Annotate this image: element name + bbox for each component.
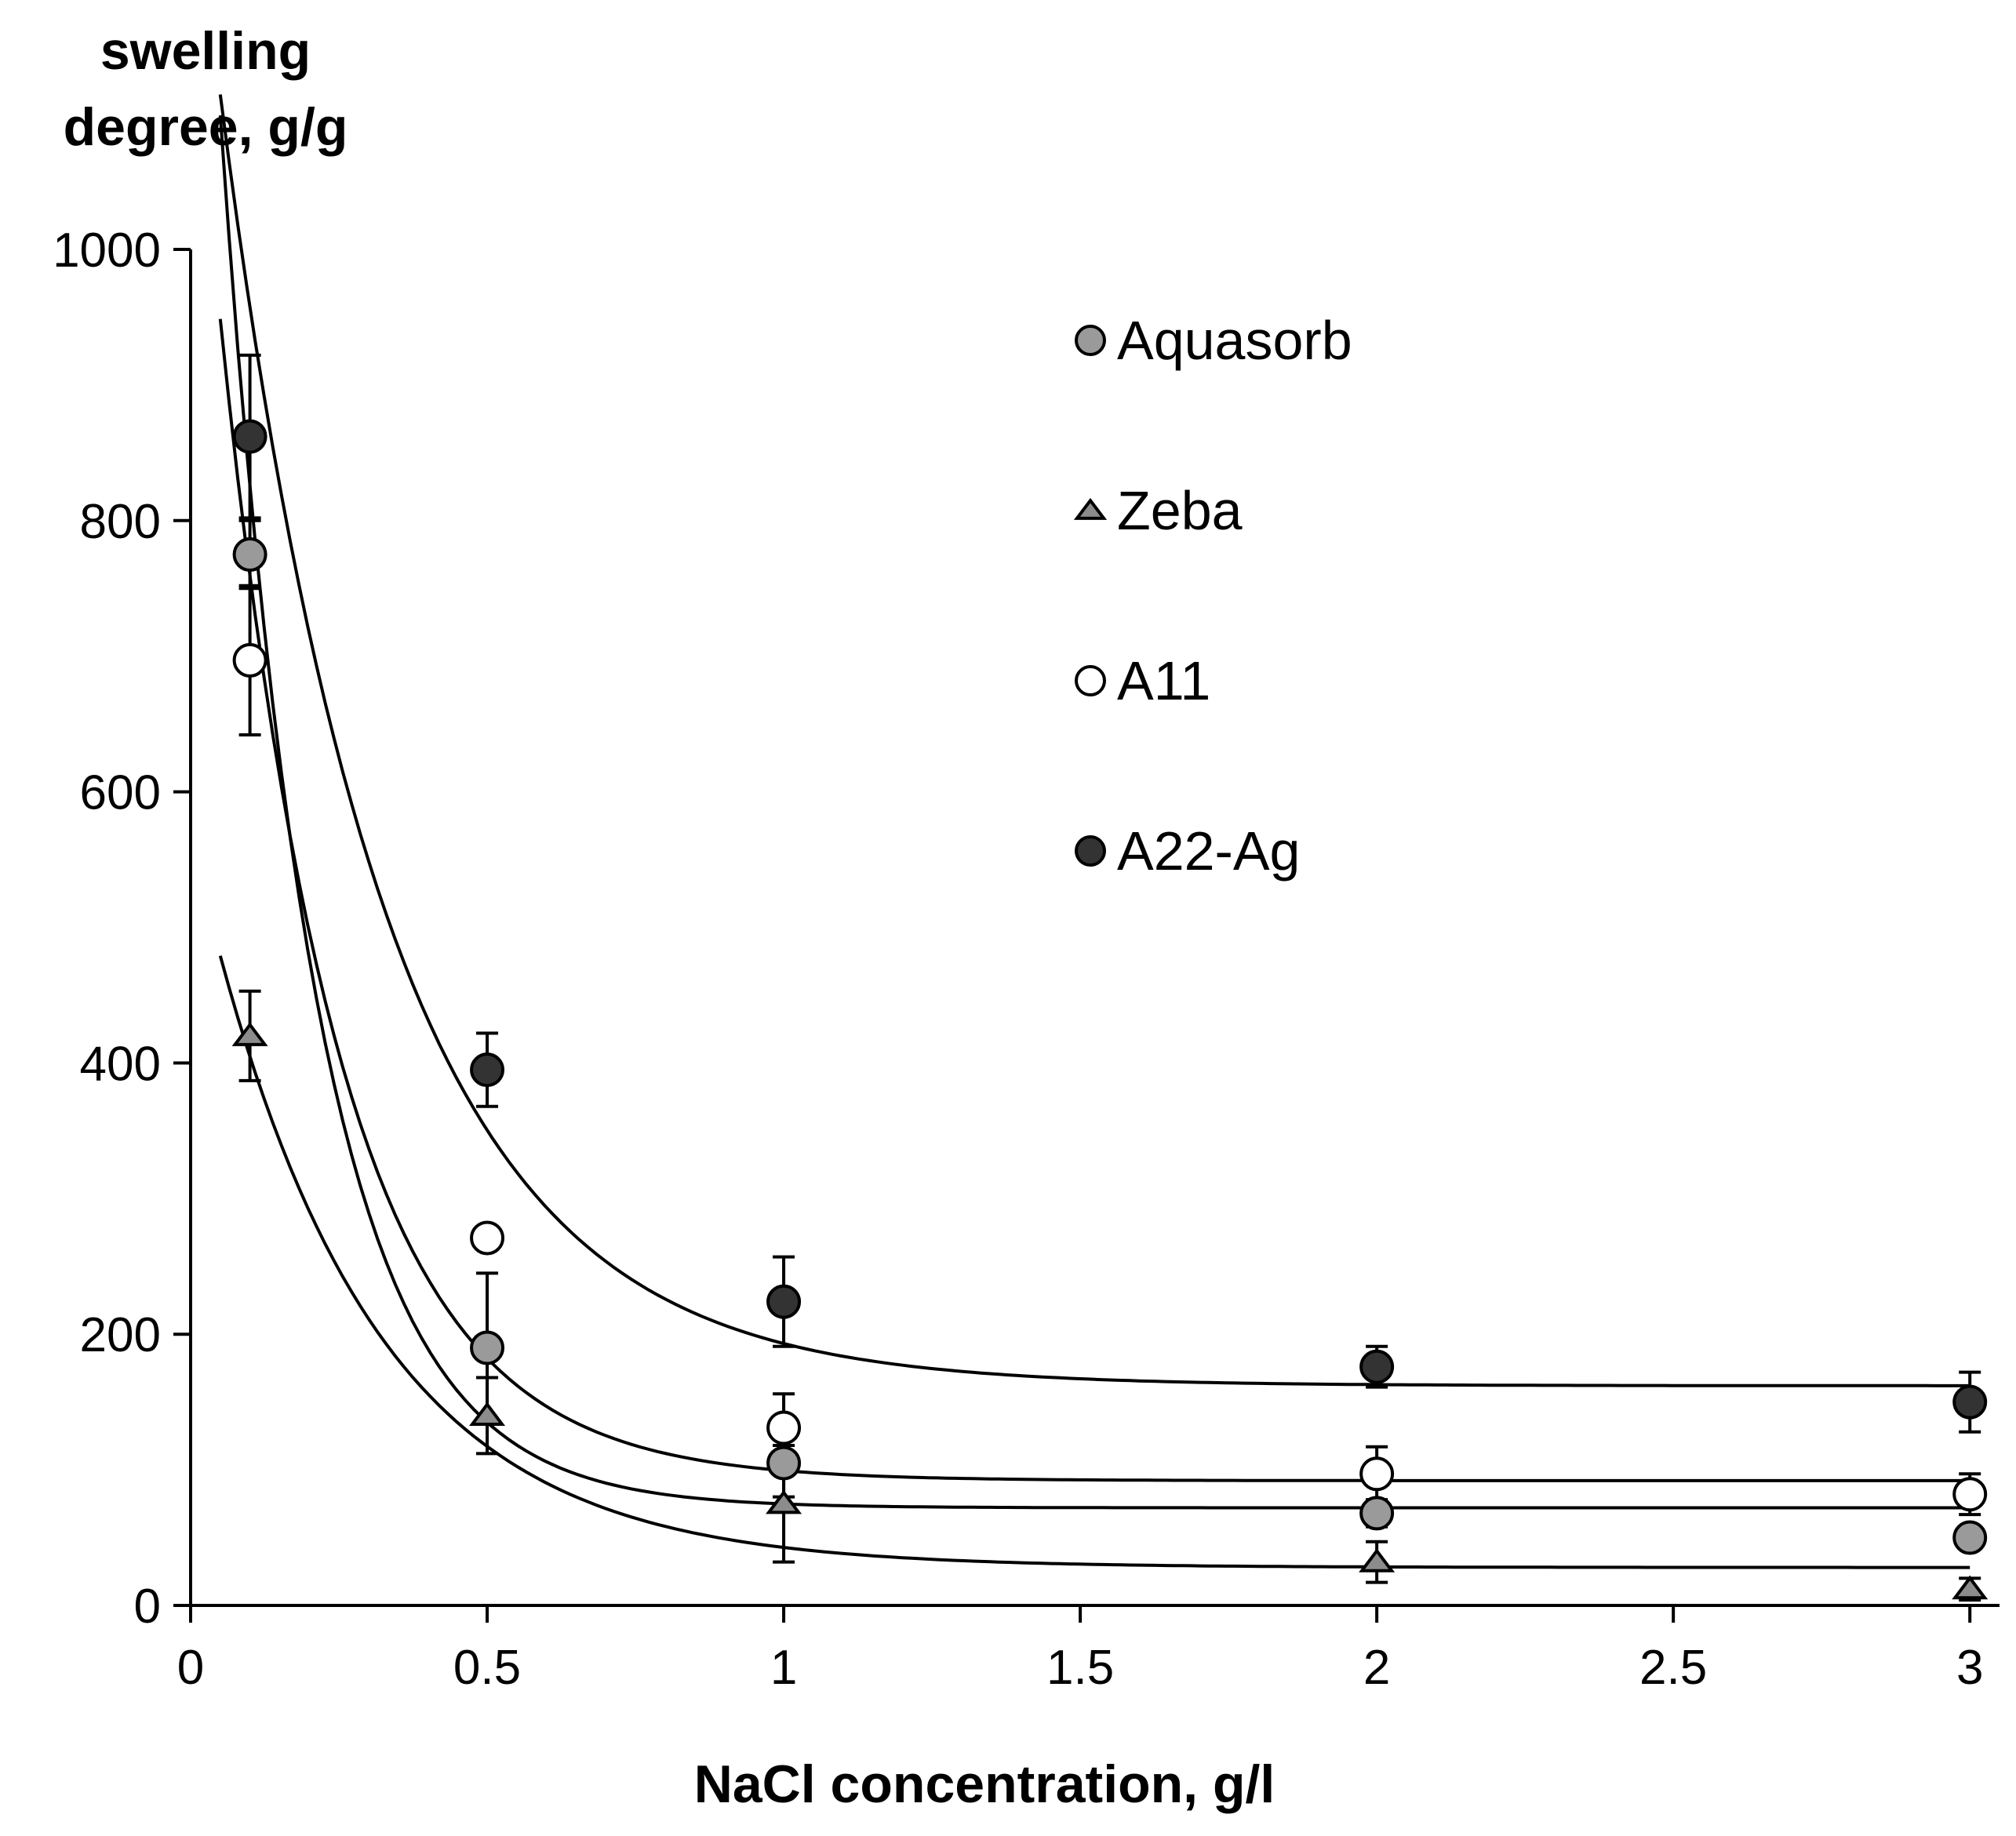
fit-curves-layer [218, 94, 1971, 1569]
fit-curve-zeba [218, 955, 1971, 1569]
data-point-a22-ag [232, 419, 267, 454]
data-point-aquasorb [232, 537, 267, 573]
data-points-layer [231, 419, 1989, 1600]
x-tick-label: 1 [770, 1641, 797, 1695]
data-point-a11 [232, 642, 267, 678]
x-tick-label: 2 [1363, 1641, 1390, 1695]
x-tick-label: 3 [1956, 1641, 1983, 1695]
data-point-aquasorb [766, 1445, 802, 1481]
legend-marker-aquasorb [1075, 325, 1106, 356]
data-point-a22-ag [1359, 1349, 1395, 1384]
x-tick-label: 2.5 [1639, 1641, 1707, 1695]
data-point-zeba [1952, 1575, 1989, 1600]
y-tick-label: 1000 [53, 224, 161, 278]
data-point-a11 [1952, 1477, 1988, 1512]
y-axis-title-line-1: swelling [100, 21, 311, 81]
data-point-zeba [1359, 1548, 1396, 1572]
data-point-zeba [231, 1022, 268, 1046]
legend-marker-zeba [1073, 497, 1108, 520]
y-tick-label: 600 [80, 766, 161, 820]
y-tick-label: 200 [80, 1308, 161, 1362]
data-point-a22-ag [1952, 1384, 1988, 1420]
data-point-a11 [470, 1220, 505, 1256]
legend-marker-a11 [1075, 665, 1106, 696]
legend-label-a11: A11 [1117, 650, 1210, 711]
fit-curve-a11 [218, 318, 1971, 1482]
fit-curve-a22-ag [218, 94, 1971, 1387]
legend-label-aquasorb: Aquasorb [1117, 310, 1352, 371]
x-tick-label: 0.5 [453, 1641, 521, 1695]
x-tick-label: 1.5 [1046, 1641, 1114, 1695]
legend-label-a22-ag: A22-Ag [1117, 820, 1300, 882]
data-point-zeba [469, 1402, 506, 1426]
error-bars-layer [238, 353, 1981, 1602]
legend: Aquasorb Zeba A11 A22-Ag [1073, 310, 1352, 882]
y-axis-title-line-2: degree, g/g [64, 97, 348, 157]
y-tick-label: 800 [80, 495, 161, 549]
x-tick-label: 0 [177, 1641, 204, 1695]
data-point-a11 [1359, 1456, 1395, 1492]
data-point-a22-ag [470, 1053, 505, 1088]
legend-label-zeba: Zeba [1117, 480, 1243, 541]
data-point-zeba [766, 1489, 802, 1514]
data-point-aquasorb [1952, 1520, 1988, 1555]
data-point-aquasorb [1359, 1496, 1395, 1531]
axes-layer: 0 200 400 600 800 1000 0 0.5 1 1.5 2 2.5 3 [53, 224, 2000, 1695]
data-point-aquasorb [470, 1330, 505, 1365]
fit-curve-aquasorb [218, 115, 1971, 1510]
data-point-a22-ag [766, 1284, 802, 1319]
x-axis-title: NaCl concentration, g/l [694, 1754, 1275, 1814]
y-tick-label: 400 [80, 1037, 161, 1091]
y-tick-label: 0 [134, 1580, 161, 1634]
legend-marker-a22-ag [1075, 835, 1106, 867]
data-point-a11 [766, 1410, 802, 1445]
